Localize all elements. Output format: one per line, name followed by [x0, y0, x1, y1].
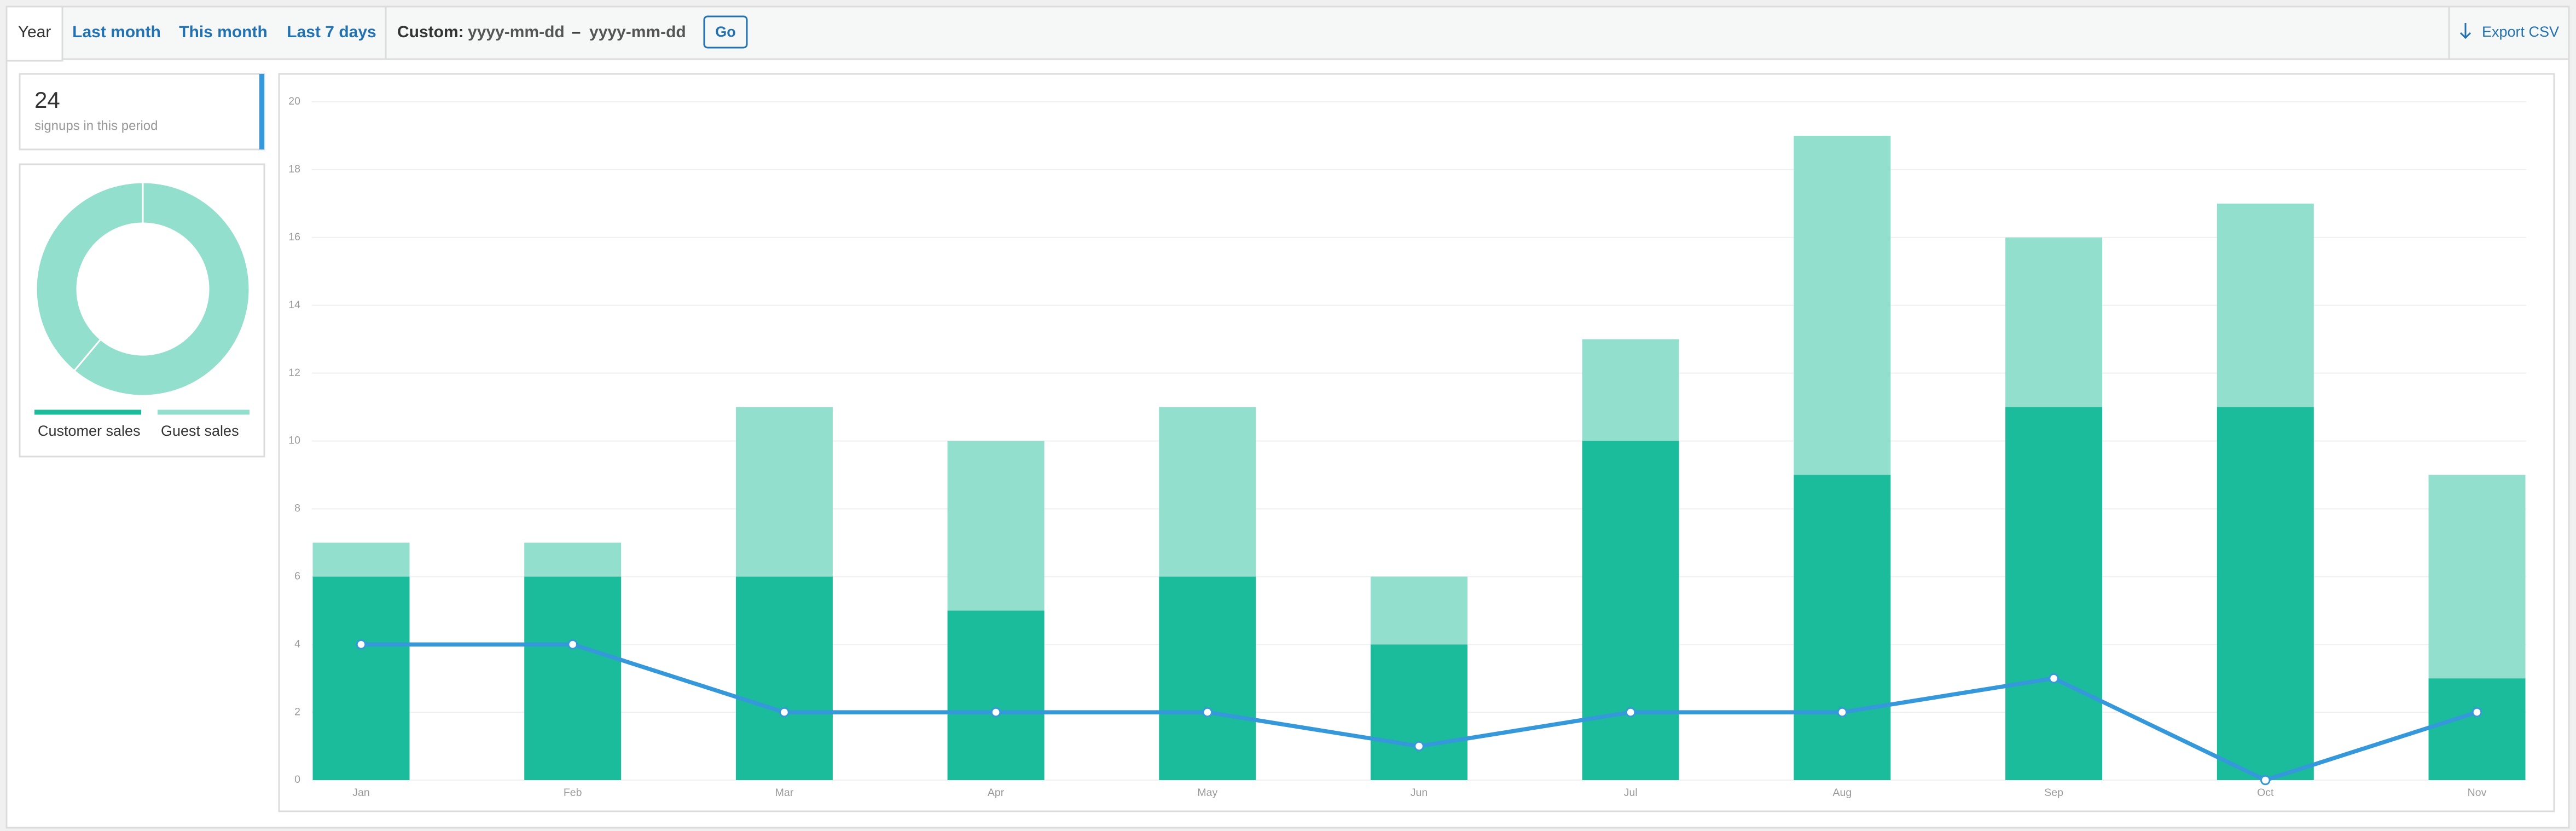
line-point — [1837, 707, 1848, 718]
y-tick-label: 16 — [288, 231, 300, 243]
line-point — [1625, 707, 1636, 718]
y-tick-label: 8 — [294, 503, 300, 515]
x-tick-label: Sep — [2044, 787, 2063, 799]
line-point — [356, 639, 367, 650]
donut-slice — [35, 181, 144, 372]
bar-segment — [947, 610, 1045, 780]
x-tick-label: Oct — [2257, 787, 2274, 799]
bar-segment — [524, 543, 622, 577]
go-button[interactable] — [703, 15, 748, 49]
line-point — [1202, 707, 1213, 718]
bar-segment — [2428, 678, 2526, 780]
line-point — [2049, 673, 2059, 684]
go-label[interactable]: Go — [715, 24, 736, 40]
y-tick-label: 2 — [294, 706, 300, 718]
bar-segment — [1794, 135, 1891, 475]
y-tick-label: 6 — [294, 570, 300, 582]
line-point — [990, 707, 1001, 718]
tab[interactable]: Year — [18, 23, 51, 41]
y-tick-label: 20 — [288, 95, 300, 107]
export-icon[interactable] — [2459, 23, 2471, 39]
y-tick-label: 14 — [288, 299, 300, 311]
y-tick-label: 0 — [294, 774, 300, 786]
date-to[interactable]: yyyy-mm-dd — [589, 23, 686, 41]
donut: Customer sales Guest sales — [34, 181, 251, 439]
x-tick-label: Aug — [1833, 787, 1852, 799]
bar-segment — [2005, 407, 2103, 780]
bar-segment — [1582, 441, 1679, 780]
x-tick-label: Jan — [352, 787, 369, 799]
bar-segment — [2217, 407, 2314, 780]
export-link[interactable]: Export CSV — [2482, 24, 2559, 40]
donut-slice — [73, 181, 251, 397]
date-from[interactable]: yyyy-mm-dd — [468, 23, 565, 41]
y-tick-label: 12 — [288, 367, 300, 379]
x-tick-label: Jul — [1624, 787, 1638, 799]
tab[interactable]: Last month — [72, 23, 161, 41]
x-tick-label: Nov — [2468, 787, 2487, 799]
bar-segment — [735, 576, 833, 780]
bar-segment — [2005, 237, 2103, 407]
bar-segment — [1371, 644, 1468, 780]
active-tab-bg — [5, 5, 63, 62]
y-tick-label: 18 — [288, 163, 300, 175]
legend-label: Guest sales — [161, 423, 239, 439]
bar-segment — [1794, 475, 1891, 780]
bar-segment — [312, 576, 410, 780]
bar-segment — [312, 543, 410, 577]
bar-segment — [1159, 576, 1256, 780]
y-tick-label: 10 — [288, 435, 300, 447]
bar-segment — [1159, 407, 1256, 577]
summary-value: 24 — [34, 87, 60, 113]
x-tick-label: Feb — [564, 787, 582, 799]
tab[interactable]: This month — [179, 23, 268, 41]
bar-segment — [1371, 576, 1468, 645]
summary-box — [19, 73, 265, 151]
bar-segment — [947, 441, 1045, 611]
bar-segment — [524, 576, 622, 780]
bar-segment — [2428, 475, 2526, 679]
line-point — [779, 707, 790, 718]
toolbar — [5, 5, 2570, 60]
line-point — [2471, 707, 2482, 718]
custom-label: Custom: — [397, 23, 464, 41]
bar-segment — [2217, 203, 2314, 407]
summary-label: signups in this period — [34, 118, 158, 133]
summary-accent — [259, 74, 265, 149]
bar-segment — [735, 407, 833, 577]
x-tick-label: Mar — [775, 787, 794, 799]
tab[interactable]: Last 7 days — [287, 23, 376, 41]
line-point — [2260, 775, 2271, 786]
y-tick-label: 4 — [294, 638, 300, 650]
plot: 0 2 4 6 8 10 12 14 16 18 20 Jan Feb Mar Apr May Jun Jul Au… — [288, 95, 2527, 799]
date-separator: – — [572, 23, 581, 41]
x-tick-label: May — [1197, 787, 1217, 799]
line-point — [1414, 741, 1424, 752]
x-tick-label: Jun — [1411, 787, 1428, 799]
line-point — [567, 639, 578, 650]
legend-label: Customer sales — [38, 423, 141, 439]
x-tick-label: Apr — [988, 787, 1005, 799]
bar-segment — [1582, 339, 1679, 441]
